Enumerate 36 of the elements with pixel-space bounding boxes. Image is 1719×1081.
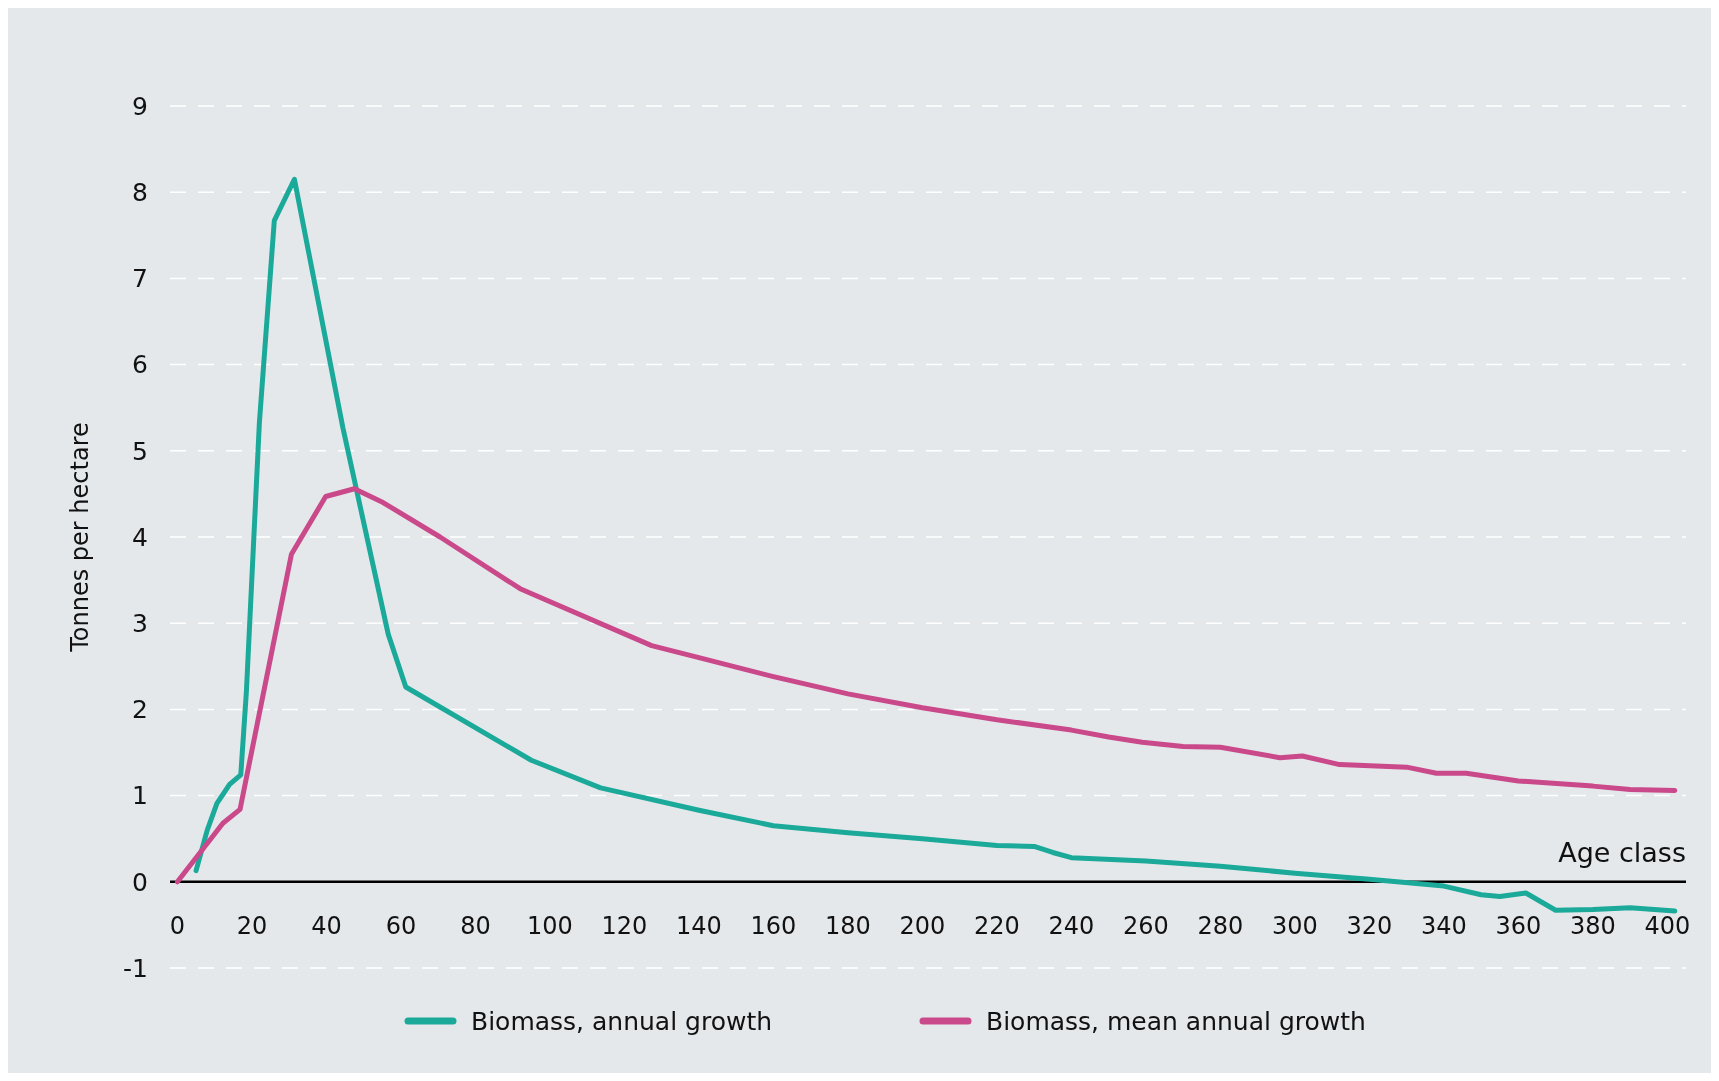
x-tick-label: 200 (899, 911, 946, 940)
y-tick-label: 0 (132, 867, 148, 897)
x-tick-label: 60 (385, 911, 417, 940)
legend-label: Biomass, mean annual growth (986, 1006, 1366, 1036)
x-tick-label: 340 (1420, 911, 1467, 940)
x-axis-title: Age class (1558, 836, 1686, 868)
y-tick-label: 8 (132, 177, 148, 207)
x-tick-label: 360 (1495, 911, 1542, 940)
y-tick-label: 4 (132, 522, 148, 552)
x-tick-label: 220 (974, 911, 1020, 940)
y-tick-label: -1 (123, 953, 148, 983)
x-tick-label: 140 (676, 911, 722, 940)
x-tick-label: 240 (1048, 911, 1095, 940)
x-tick-label: 320 (1346, 911, 1393, 940)
y-tick-label: 9 (132, 91, 148, 121)
y-tick-label: 6 (132, 350, 148, 380)
x-tick-label: 100 (527, 911, 573, 940)
x-tick-label: 400 (1644, 911, 1691, 940)
y-tick-label: 1 (132, 781, 148, 811)
x-tick-label: 180 (825, 911, 871, 940)
x-tick-label: 300 (1271, 911, 1318, 940)
x-tick-label: 20 (236, 911, 268, 940)
x-tick-label: 40 (311, 911, 342, 940)
x-tick-label: 0 (169, 911, 186, 940)
y-tick-label: 5 (132, 436, 148, 466)
x-tick-label: 80 (460, 911, 491, 940)
x-tick-label: 160 (750, 911, 797, 940)
y-axis-title: Tonnes per hectare (66, 422, 94, 653)
legend-label: Biomass, annual growth (471, 1006, 773, 1036)
x-tick-label: 260 (1123, 911, 1169, 940)
y-tick-label: 7 (132, 264, 148, 294)
y-tick-label: 3 (132, 608, 148, 638)
y-tick-label: 2 (132, 695, 148, 725)
x-tick-label: 280 (1197, 911, 1244, 940)
x-tick-label: 120 (601, 911, 648, 940)
x-tick-label: 380 (1569, 911, 1616, 940)
